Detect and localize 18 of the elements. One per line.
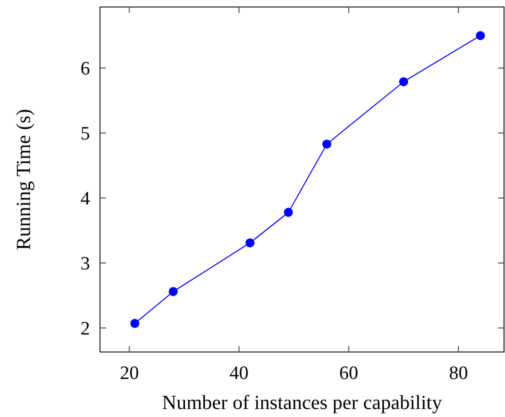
y-tick-label: 6 (80, 58, 90, 80)
x-tick-label: 60 (339, 363, 358, 384)
point (322, 140, 332, 149)
point (476, 31, 485, 40)
x-tick-label: 40 (230, 363, 249, 384)
point (168, 287, 178, 296)
x-tick-label: 80 (448, 363, 468, 384)
y-tick-label: 5 (80, 124, 90, 145)
point (246, 238, 255, 248)
y-axis-title: Running Time (s) (13, 108, 35, 250)
y-tick-label: 4 (80, 188, 90, 210)
point (399, 77, 408, 86)
x-tick-label: 20 (120, 363, 139, 384)
x-axis-title: Number of instances per capability (162, 392, 442, 414)
y-tick-label: 3 (80, 254, 90, 275)
point (284, 208, 293, 217)
y-tick-label: 2 (80, 318, 90, 340)
point (130, 318, 140, 328)
